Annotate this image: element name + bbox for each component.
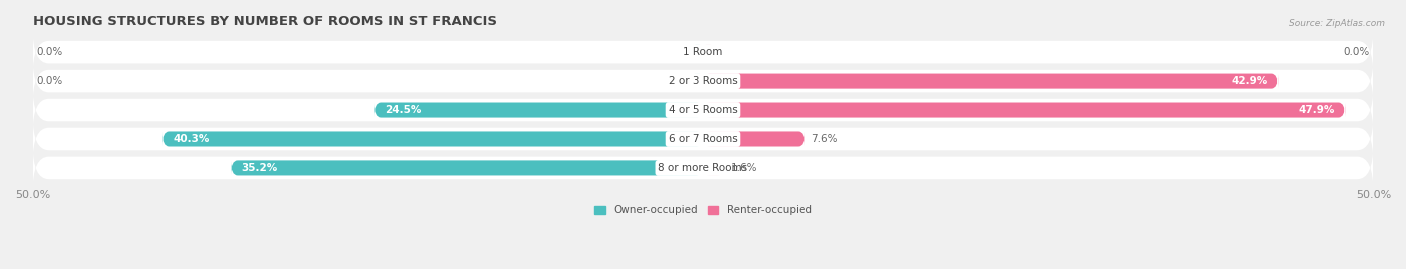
FancyBboxPatch shape: [32, 29, 1374, 76]
Text: 6 or 7 Rooms: 6 or 7 Rooms: [669, 134, 737, 144]
Text: Source: ZipAtlas.com: Source: ZipAtlas.com: [1289, 19, 1385, 28]
FancyBboxPatch shape: [703, 160, 724, 175]
FancyBboxPatch shape: [703, 73, 1278, 89]
Text: 35.2%: 35.2%: [242, 163, 278, 173]
Text: 24.5%: 24.5%: [385, 105, 422, 115]
FancyBboxPatch shape: [32, 116, 1374, 162]
Text: 40.3%: 40.3%: [173, 134, 209, 144]
Text: HOUSING STRUCTURES BY NUMBER OF ROOMS IN ST FRANCIS: HOUSING STRUCTURES BY NUMBER OF ROOMS IN…: [32, 15, 496, 28]
Text: 8 or more Rooms: 8 or more Rooms: [658, 163, 748, 173]
Text: 0.0%: 0.0%: [1343, 47, 1369, 57]
Text: 1 Room: 1 Room: [683, 47, 723, 57]
Text: 47.9%: 47.9%: [1298, 105, 1334, 115]
Text: 2 or 3 Rooms: 2 or 3 Rooms: [669, 76, 737, 86]
FancyBboxPatch shape: [32, 144, 1374, 191]
FancyBboxPatch shape: [32, 87, 1374, 133]
Text: 0.0%: 0.0%: [37, 47, 63, 57]
FancyBboxPatch shape: [374, 102, 703, 118]
Text: 42.9%: 42.9%: [1232, 76, 1267, 86]
FancyBboxPatch shape: [32, 58, 1374, 105]
Text: 1.6%: 1.6%: [731, 163, 758, 173]
Legend: Owner-occupied, Renter-occupied: Owner-occupied, Renter-occupied: [595, 205, 811, 215]
Text: 4 or 5 Rooms: 4 or 5 Rooms: [669, 105, 737, 115]
FancyBboxPatch shape: [692, 73, 703, 89]
FancyBboxPatch shape: [703, 102, 1346, 118]
FancyBboxPatch shape: [231, 160, 703, 175]
Text: 7.6%: 7.6%: [811, 134, 838, 144]
FancyBboxPatch shape: [703, 45, 714, 60]
FancyBboxPatch shape: [692, 45, 703, 60]
FancyBboxPatch shape: [163, 132, 703, 147]
FancyBboxPatch shape: [703, 132, 804, 147]
Text: 0.0%: 0.0%: [37, 76, 63, 86]
